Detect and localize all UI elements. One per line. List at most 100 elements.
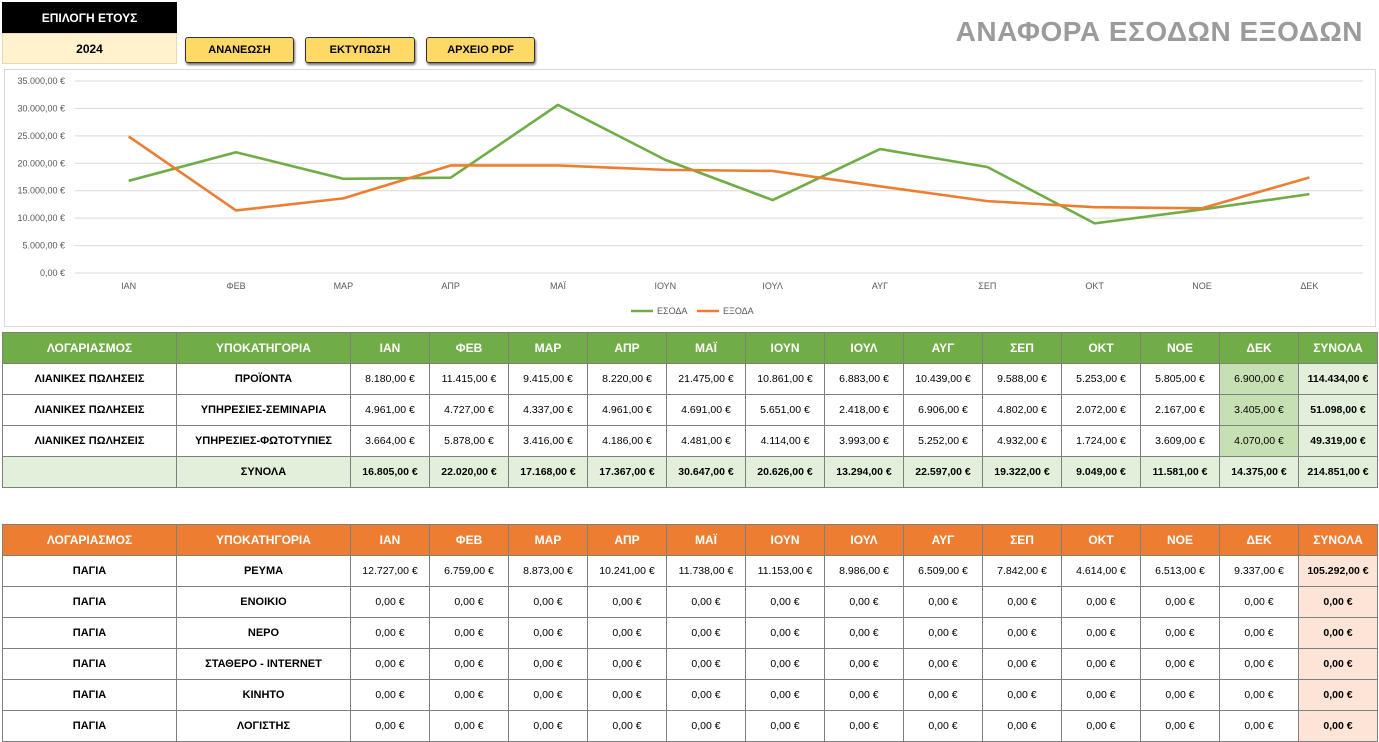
month-value-cell: 17.168,00 € xyxy=(508,456,588,488)
account-cell: ΠΑΓΙΑ xyxy=(2,586,177,618)
month-value-cell: 17.367,00 € xyxy=(587,456,667,488)
month-value-cell: 0,00 € xyxy=(429,679,509,711)
month-value-cell: 0,00 € xyxy=(1219,648,1299,680)
month-value-cell: 0,00 € xyxy=(666,586,746,618)
month-value-cell: 0,00 € xyxy=(350,679,430,711)
month-value-cell: 5.651,00 € xyxy=(745,394,825,426)
month-value-cell: 0,00 € xyxy=(508,586,588,618)
series-line-expense xyxy=(127,135,1310,212)
y-tick-label: 20.000,00 € xyxy=(17,158,65,168)
column-header: ΥΠΟΚΑΤΗΓΟΡΙΑ xyxy=(176,524,351,556)
y-tick-label: 35.000,00 € xyxy=(17,76,65,86)
month-value-cell: 4.186,00 € xyxy=(587,425,667,457)
column-header: ΙΑΝ xyxy=(350,524,430,556)
month-value-cell: 7.842,00 € xyxy=(982,555,1062,587)
month-value-cell: 0,00 € xyxy=(587,586,667,618)
print-button[interactable]: ΕΚΤΥΠΩΣΗ xyxy=(305,37,415,63)
table-row: ΠΑΓΙΑ ΣΤΑΘΕΡΟ - INTERNET 0,00 €0,00 €0,00 … xyxy=(2,648,1378,680)
month-value-cell: 3.405,00 € xyxy=(1219,394,1299,426)
x-tick-label: ΜΑΪ xyxy=(550,281,567,291)
subcategory-cell: ΚΙΝΗΤΟ xyxy=(176,679,351,711)
month-value-cell: 3.416,00 € xyxy=(508,425,588,457)
subcategory-cell: ΡΕΥΜΑ xyxy=(176,555,351,587)
column-header: ΛΟΓΑΡΙΑΣΜΟΣ xyxy=(2,524,177,556)
account-cell: ΠΑΓΙΑ xyxy=(2,555,177,587)
month-value-cell: 10.439,00 € xyxy=(903,363,983,395)
month-value-cell: 0,00 € xyxy=(1061,617,1141,649)
month-value-cell: 5.805,00 € xyxy=(1140,363,1220,395)
month-value-cell: 0,00 € xyxy=(666,710,746,742)
month-value-cell: 4.114,00 € xyxy=(745,425,825,457)
account-cell: ΠΑΓΙΑ xyxy=(2,648,177,680)
month-value-cell: 0,00 € xyxy=(1140,586,1220,618)
month-value-cell: 2.167,00 € xyxy=(1140,394,1220,426)
month-value-cell: 0,00 € xyxy=(429,617,509,649)
month-value-cell: 0,00 € xyxy=(745,617,825,649)
month-value-cell: 11.415,00 € xyxy=(429,363,509,395)
month-value-cell: 5.253,00 € xyxy=(1061,363,1141,395)
month-value-cell: 0,00 € xyxy=(903,586,983,618)
month-value-cell: 10.861,00 € xyxy=(745,363,825,395)
month-value-cell: 19.322,00 € xyxy=(982,456,1062,488)
month-value-cell: 0,00 € xyxy=(587,679,667,711)
month-value-cell: 8.220,00 € xyxy=(587,363,667,395)
x-tick-label: ΣΕΠ xyxy=(978,281,996,291)
series-line-income xyxy=(128,103,1310,225)
x-tick-label: ΜΑΡ xyxy=(334,281,354,291)
x-tick-label: ΔΕΚ xyxy=(1300,281,1318,291)
month-value-cell: 8.873,00 € xyxy=(508,555,588,587)
refresh-button[interactable]: ΑΝΑΝΕΩΣΗ xyxy=(185,37,294,63)
y-tick-label: 5.000,00 € xyxy=(22,241,65,251)
month-value-cell: 0,00 € xyxy=(903,617,983,649)
month-value-cell: 0,00 € xyxy=(1219,710,1299,742)
column-header: ΝΟΕ xyxy=(1140,524,1220,556)
month-value-cell: 9.415,00 € xyxy=(508,363,588,395)
month-value-cell: 30.647,00 € xyxy=(666,456,746,488)
month-value-cell: 0,00 € xyxy=(508,617,588,649)
year-selector-value[interactable]: 2024 xyxy=(2,33,177,64)
legend-label: ΕΞΟΔΑ xyxy=(723,306,754,316)
month-value-cell: 5.252,00 € xyxy=(903,425,983,457)
month-value-cell: 2.418,00 € xyxy=(824,394,904,426)
month-value-cell: 0,00 € xyxy=(508,648,588,680)
column-header: ΜΑΡ xyxy=(508,332,588,364)
column-header: ΙΟΥΝ xyxy=(745,332,825,364)
month-value-cell: 0,00 € xyxy=(429,648,509,680)
month-value-cell: 0,00 € xyxy=(508,679,588,711)
month-value-cell: 0,00 € xyxy=(824,617,904,649)
column-header: ΙΟΥΛ xyxy=(824,332,904,364)
month-value-cell: 0,00 € xyxy=(587,710,667,742)
table-header-row: ΛΟΓΑΡΙΑΣΜΟΣ ΥΠΟΚΑΤΗΓΟΡΙΑ ΙΑΝ ΦΕΒ ΜΑΡ ΑΠΡ ΜΑΪ ΙΟ… xyxy=(2,332,1378,364)
month-value-cell: 11.738,00 € xyxy=(666,555,746,587)
column-header: ΟΚΤ xyxy=(1061,332,1141,364)
column-header: ΜΑΪ xyxy=(666,332,746,364)
y-tick-label: 25.000,00 € xyxy=(17,131,65,141)
column-header: ΑΥΓ xyxy=(903,524,983,556)
month-value-cell: 0,00 € xyxy=(745,586,825,618)
month-value-cell: 4.070,00 € xyxy=(1219,425,1299,457)
month-value-cell: 0,00 € xyxy=(824,710,904,742)
month-value-cell: 6.906,00 € xyxy=(903,394,983,426)
table-row: ΠΑΓΙΑ ΝΕΡΟ 0,00 €0,00 €0,00 €0,00 €0,00 €0… xyxy=(2,617,1378,649)
month-value-cell: 5.878,00 € xyxy=(429,425,509,457)
month-value-cell: 3.993,00 € xyxy=(824,425,904,457)
income-expense-chart: 0,00 € 5.000,00 € 10.000,00 € 15.000,00 € 20… xyxy=(4,69,1376,327)
column-header: ΣΕΠ xyxy=(982,332,1062,364)
month-value-cell: 0,00 € xyxy=(1061,648,1141,680)
x-tick-label: ΙΟΥΝ xyxy=(654,281,676,291)
month-value-cell: 0,00 € xyxy=(824,586,904,618)
column-header: ΦΕΒ xyxy=(429,524,509,556)
column-header: ΦΕΒ xyxy=(429,332,509,364)
column-header: ΙΑΝ xyxy=(350,332,430,364)
pdf-export-button[interactable]: ΑΡΧΕΙΟ PDF xyxy=(426,37,535,63)
column-header: ΣΥΝΟΛΑ xyxy=(1298,332,1378,364)
month-value-cell: 0,00 € xyxy=(350,617,430,649)
month-value-cell: 0,00 € xyxy=(587,617,667,649)
month-value-cell: 20.626,00 € xyxy=(745,456,825,488)
subcategory-cell: ΕΝΟΙΚΙΟ xyxy=(176,586,351,618)
table-row: ΠΑΓΙΑ ΚΙΝΗΤΟ 0,00 €0,00 €0,00 €0,00 €0,00 … xyxy=(2,679,1378,711)
table-row: ΛΙΑΝΙΚΕΣ ΠΩΛΗΣΕΙΣ ΥΠΗΡΕΣΙΕΣ-ΦΩΤΟΤΥΠΙΕΣ 3.6… xyxy=(2,425,1378,457)
month-value-cell: 9.337,00 € xyxy=(1219,555,1299,587)
month-value-cell: 0,00 € xyxy=(1061,679,1141,711)
row-total-cell: 0,00 € xyxy=(1298,679,1378,711)
